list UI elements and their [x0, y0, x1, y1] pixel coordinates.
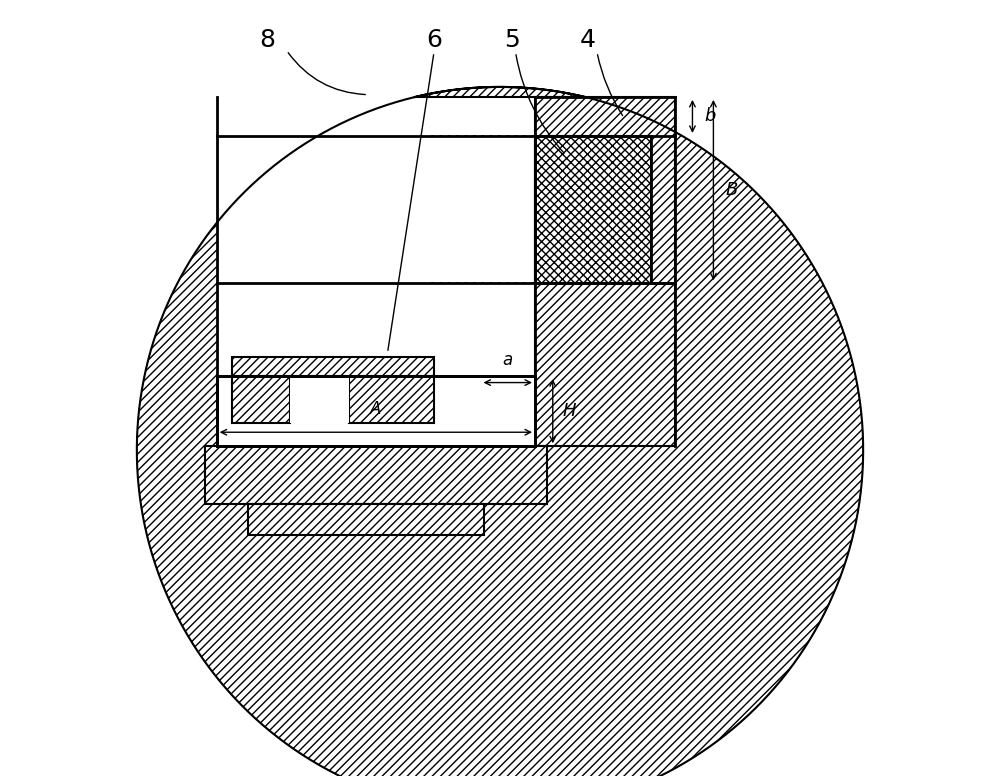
Bar [217, 97, 675, 283]
Bar [217, 376, 535, 446]
Bar [349, 376, 434, 423]
Text: H: H [562, 402, 576, 421]
Bar [232, 376, 290, 423]
Bar [205, 446, 547, 504]
Bar [290, 376, 349, 423]
Text: B: B [725, 181, 737, 199]
Bar [535, 97, 675, 446]
Bar [248, 504, 484, 535]
Polygon shape [137, 87, 863, 776]
Bar [535, 136, 651, 283]
Text: A: A [370, 400, 382, 418]
Bar [217, 376, 535, 446]
Bar [535, 136, 651, 283]
Text: 8: 8 [259, 29, 275, 52]
Bar [217, 283, 535, 376]
Text: 5: 5 [504, 29, 520, 52]
Text: a: a [503, 351, 513, 369]
Text: 6: 6 [426, 29, 442, 52]
Text: b: b [704, 107, 715, 126]
Bar [217, 376, 535, 446]
Bar [232, 357, 434, 376]
Text: 4: 4 [580, 29, 596, 52]
